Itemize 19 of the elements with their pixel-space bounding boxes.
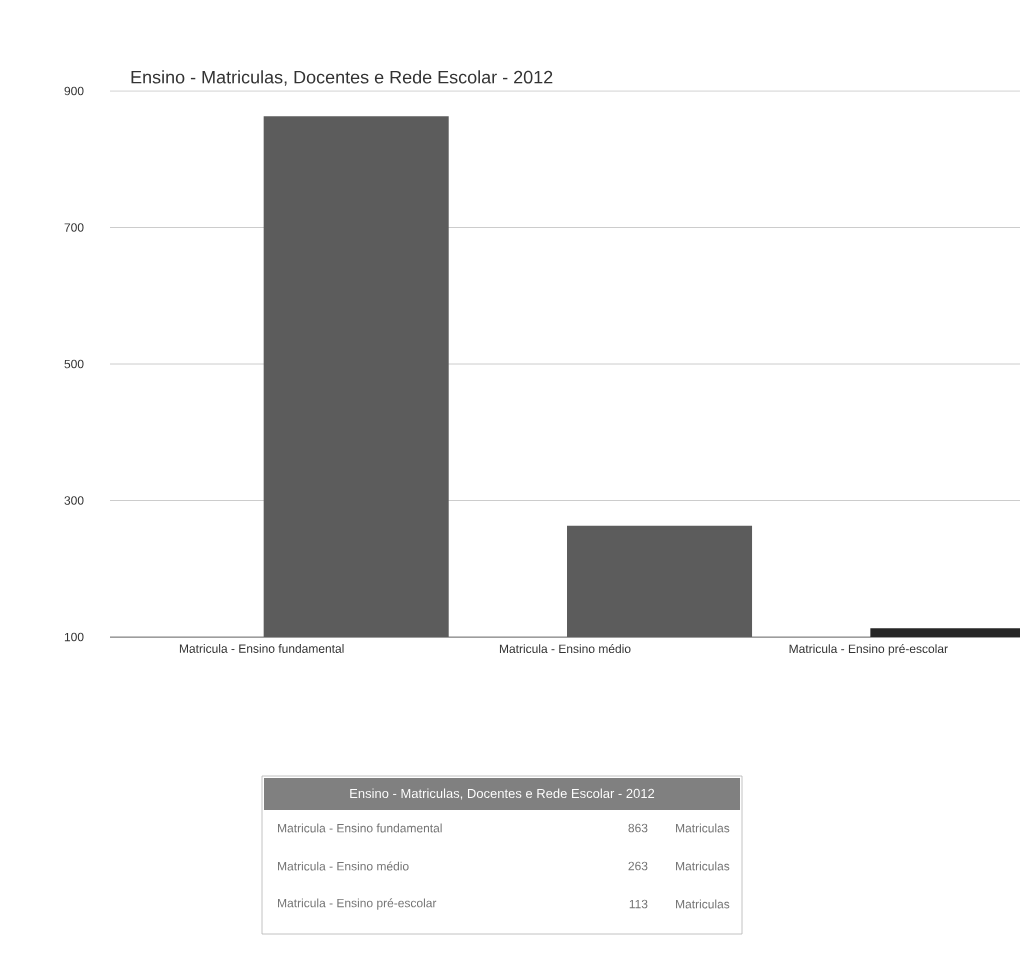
category-label: Matricula - Ensino médio [278, 861, 409, 871]
category-label: Matricula - Ensino fundamental [278, 823, 442, 833]
y-tick-label: 300 [64, 496, 84, 505]
text: Matriculas [676, 861, 730, 871]
y-tick-label: 700 [64, 223, 84, 232]
x-tick-label: Matricula - Ensino médio [499, 644, 631, 654]
text: Matriculas [676, 899, 730, 909]
category-label: Matricula - Ensino pré-escolar [278, 898, 437, 910]
text: 113 [629, 899, 648, 909]
y-tick-label: 900 [64, 86, 84, 96]
chart-title: Ensino - Matriculas, Docentes e Rede Escolar - 2012 [131, 70, 553, 86]
x-tick-label: Matricula - Ensino fundamental [179, 644, 344, 653]
text: 263 [628, 861, 648, 871]
text: Ensino - Matriculas, Docentes e Rede Escolar - 2012 [350, 788, 655, 800]
y-tick-label: 500 [64, 359, 84, 369]
text: 863 [628, 823, 648, 833]
text: Matriculas [676, 823, 730, 833]
x-tick-label: Matricula - Ensino pré-escolar [789, 644, 948, 656]
y-tick-label: 100 [64, 632, 84, 642]
